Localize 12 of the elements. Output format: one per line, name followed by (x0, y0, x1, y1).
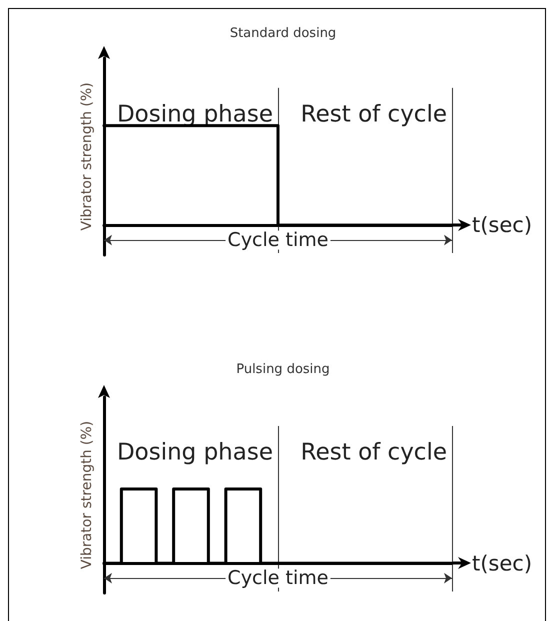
x-axis-title: t(sec) (472, 213, 532, 238)
text: Cycle time (228, 567, 328, 590)
y-axis-title: Vibrator strength (%) (79, 82, 95, 231)
chart-title: Pulsing dosing (236, 362, 330, 377)
text: Dosing phase (116, 439, 273, 466)
chart-title: Standard dosing (230, 26, 336, 41)
annotation: Rest of cycle (300, 101, 447, 128)
text: Rest of cycle (300, 439, 447, 466)
y-axis-title: Vibrator strength (%) (79, 420, 95, 570)
x-axis-title: t(sec) (472, 551, 532, 576)
text: Cycle time (228, 229, 328, 252)
annotation: Dosing phase (116, 101, 273, 128)
